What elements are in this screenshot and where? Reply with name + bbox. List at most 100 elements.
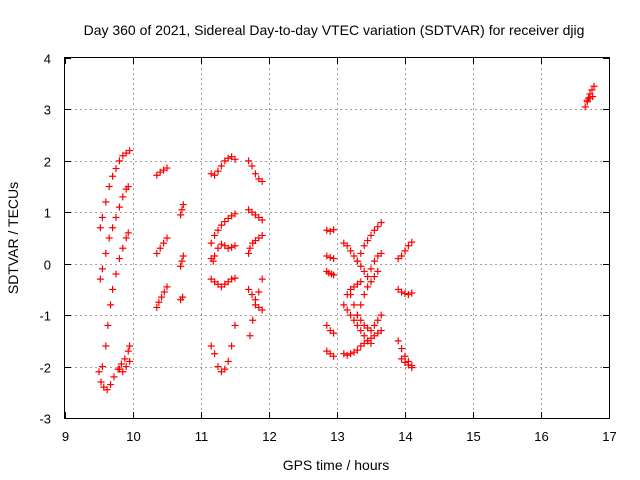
data-point bbox=[179, 252, 187, 260]
data-point bbox=[590, 82, 598, 90]
data-point bbox=[207, 239, 215, 247]
series-arc-25 bbox=[323, 321, 338, 337]
data-point bbox=[126, 147, 134, 155]
data-point bbox=[124, 229, 132, 237]
data-point bbox=[115, 255, 123, 263]
data-point bbox=[178, 206, 186, 214]
y-tick-label: 4 bbox=[44, 52, 51, 67]
series-arc-35 bbox=[394, 285, 416, 299]
data-point bbox=[581, 103, 589, 111]
data-point bbox=[96, 275, 104, 283]
y-tick-label: 0 bbox=[44, 258, 51, 273]
data-point bbox=[357, 327, 365, 335]
data-point bbox=[357, 278, 365, 286]
data-point bbox=[103, 386, 111, 394]
data-point bbox=[160, 239, 168, 247]
data-point bbox=[228, 342, 236, 350]
data-point bbox=[98, 265, 106, 273]
data-point bbox=[350, 316, 358, 324]
data-point bbox=[360, 242, 368, 250]
data-point bbox=[231, 242, 239, 250]
data-point bbox=[112, 213, 120, 221]
data-point bbox=[163, 234, 171, 242]
data-point bbox=[326, 254, 334, 262]
data-point bbox=[158, 293, 166, 301]
data-point bbox=[96, 224, 104, 232]
data-point bbox=[153, 303, 161, 311]
x-tick-label: 11 bbox=[195, 429, 209, 444]
data-point bbox=[177, 211, 185, 219]
series-arc-28 bbox=[353, 219, 385, 265]
y-tick-label: 1 bbox=[44, 206, 51, 221]
data-point bbox=[102, 342, 110, 350]
data-point bbox=[110, 373, 118, 381]
data-point bbox=[214, 167, 222, 175]
data-point bbox=[408, 364, 416, 372]
data-point bbox=[370, 257, 378, 265]
data-point bbox=[353, 257, 361, 265]
data-point bbox=[364, 273, 372, 281]
data-point bbox=[121, 355, 129, 363]
data-point bbox=[347, 350, 355, 358]
data-point bbox=[589, 93, 597, 101]
x-tick-label: 10 bbox=[126, 429, 140, 444]
data-point bbox=[394, 337, 402, 345]
data-point bbox=[350, 252, 358, 260]
data-point bbox=[330, 352, 338, 360]
data-point bbox=[211, 171, 219, 179]
series-arc-14 bbox=[207, 240, 239, 265]
series-arc-10 bbox=[177, 252, 187, 270]
data-point bbox=[245, 285, 253, 293]
x-tick-label: 13 bbox=[330, 429, 344, 444]
data-point bbox=[245, 249, 253, 257]
data-point bbox=[119, 193, 127, 201]
series-arc-39 bbox=[583, 93, 597, 104]
y-tick-label: -2 bbox=[39, 361, 51, 376]
data-point bbox=[323, 321, 331, 329]
series-arc-11 bbox=[177, 293, 187, 304]
data-point bbox=[231, 274, 239, 282]
data-point bbox=[156, 244, 164, 252]
data-point bbox=[323, 252, 331, 260]
data-point bbox=[343, 291, 351, 299]
data-point bbox=[246, 332, 254, 340]
data-point bbox=[224, 154, 232, 162]
data-point bbox=[228, 243, 236, 251]
data-point bbox=[330, 226, 338, 234]
data-point bbox=[115, 203, 123, 211]
data-point bbox=[374, 316, 382, 324]
data-point bbox=[217, 162, 225, 170]
y-tick-labels: -3 -2 -1 0 1 2 3 4 bbox=[39, 52, 51, 427]
y-tick-label: -3 bbox=[39, 412, 51, 427]
data-point bbox=[340, 350, 348, 358]
data-point bbox=[179, 201, 187, 209]
data-point bbox=[211, 350, 219, 358]
data-point bbox=[401, 290, 409, 298]
data-point bbox=[258, 275, 266, 283]
y-axis-label: SDTVAR / TECUs bbox=[5, 182, 21, 294]
data-point bbox=[155, 298, 163, 306]
data-point bbox=[122, 363, 130, 371]
data-point bbox=[370, 321, 378, 329]
data-point bbox=[353, 311, 361, 319]
data-point bbox=[207, 342, 215, 350]
x-tick-label: 15 bbox=[466, 429, 480, 444]
data-point bbox=[231, 155, 239, 163]
data-point bbox=[221, 218, 229, 226]
data-point bbox=[105, 234, 113, 242]
data-point bbox=[330, 271, 338, 279]
data-point bbox=[377, 327, 385, 335]
series-arc-1 bbox=[96, 147, 134, 232]
data-point bbox=[163, 283, 171, 291]
data-point bbox=[126, 342, 134, 350]
data-point bbox=[109, 285, 117, 293]
data-point bbox=[408, 238, 416, 246]
series-arc-3 bbox=[98, 229, 132, 371]
data-point bbox=[370, 273, 378, 281]
x-tick-label: 9 bbox=[62, 429, 69, 444]
data-point bbox=[112, 270, 120, 278]
data-point bbox=[258, 216, 266, 224]
series-arc-4 bbox=[95, 342, 134, 394]
data-point bbox=[357, 301, 365, 309]
series-arc-37 bbox=[398, 355, 416, 372]
